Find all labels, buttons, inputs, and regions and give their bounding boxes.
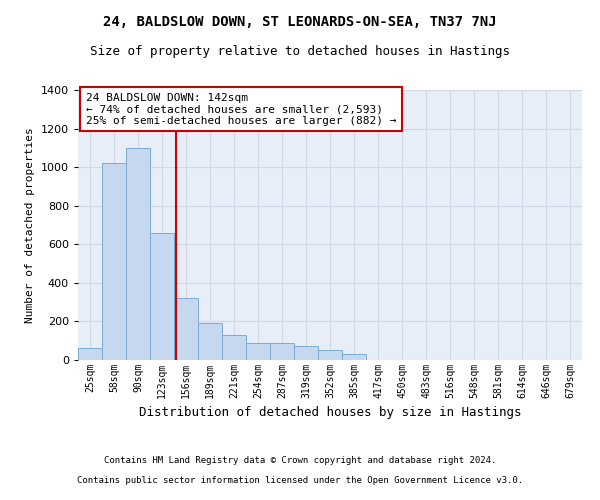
Text: Contains HM Land Registry data © Crown copyright and database right 2024.: Contains HM Land Registry data © Crown c…: [104, 456, 496, 465]
Bar: [246, 342, 270, 360]
X-axis label: Distribution of detached houses by size in Hastings: Distribution of detached houses by size …: [139, 406, 521, 420]
Bar: [198, 324, 222, 360]
Text: Size of property relative to detached houses in Hastings: Size of property relative to detached ho…: [90, 45, 510, 58]
Bar: [174, 298, 198, 360]
Bar: [342, 354, 366, 360]
Text: 24 BALDSLOW DOWN: 142sqm
← 74% of detached houses are smaller (2,593)
25% of sem: 24 BALDSLOW DOWN: 142sqm ← 74% of detach…: [86, 92, 396, 126]
Bar: [318, 350, 342, 360]
Bar: [78, 348, 102, 360]
Y-axis label: Number of detached properties: Number of detached properties: [25, 127, 35, 323]
Bar: [222, 335, 246, 360]
Bar: [150, 232, 174, 360]
Bar: [102, 164, 126, 360]
Bar: [294, 346, 318, 360]
Bar: [270, 342, 294, 360]
Text: Contains public sector information licensed under the Open Government Licence v3: Contains public sector information licen…: [77, 476, 523, 485]
Text: 24, BALDSLOW DOWN, ST LEONARDS-ON-SEA, TN37 7NJ: 24, BALDSLOW DOWN, ST LEONARDS-ON-SEA, T…: [103, 15, 497, 29]
Bar: [126, 148, 150, 360]
